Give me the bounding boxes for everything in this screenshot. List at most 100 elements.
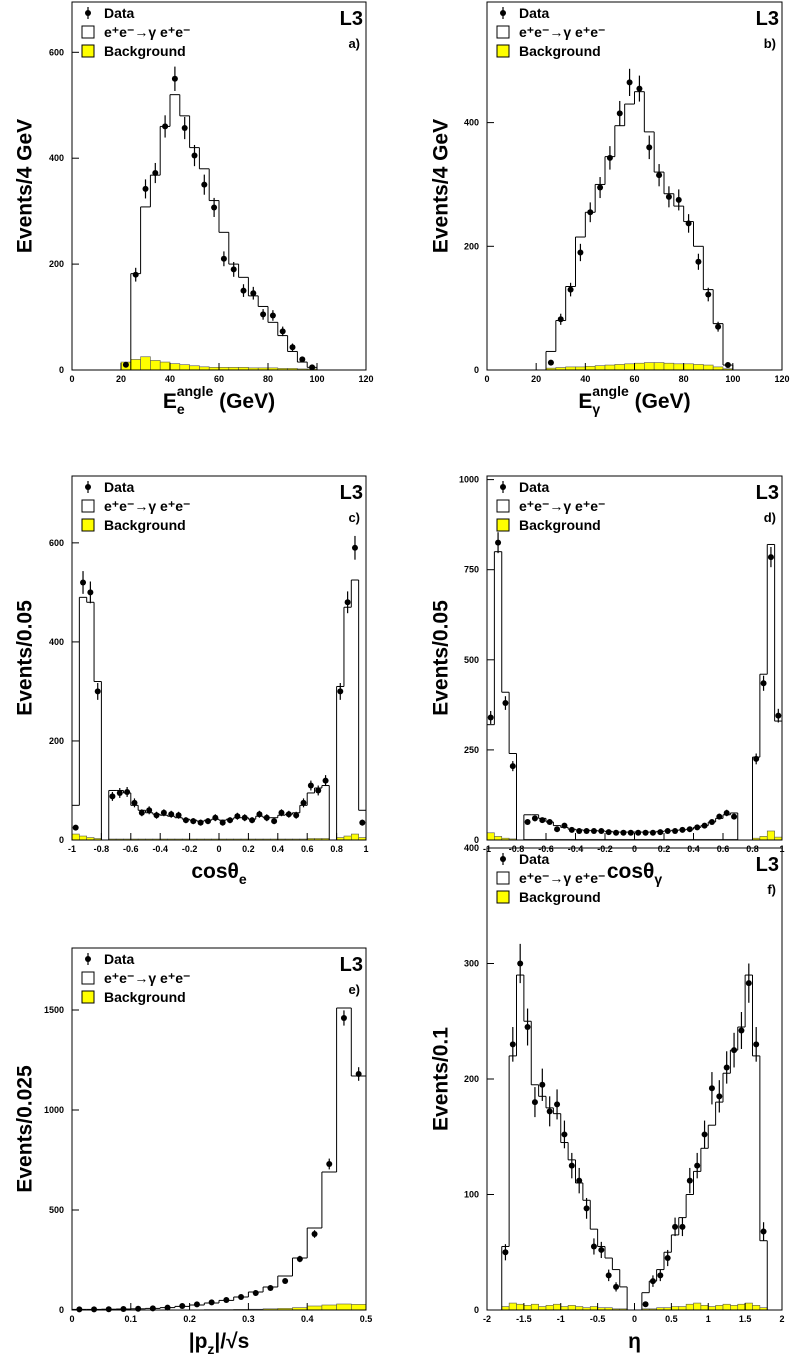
background-bar (150, 360, 161, 371)
y-tick-label: 200 (464, 1074, 479, 1084)
data-point (282, 1278, 289, 1284)
legend-label: Background (104, 989, 186, 1005)
background-bar (624, 363, 635, 371)
data-point (705, 291, 712, 298)
data-point (197, 819, 204, 826)
data-point (679, 1223, 686, 1230)
background-bar (715, 1305, 724, 1311)
data-point (502, 1249, 509, 1256)
data-point (708, 818, 715, 825)
y-axis-label: Events/0.025 (14, 1065, 37, 1193)
x-tick-label: 0.3 (242, 1314, 255, 1324)
data-point (715, 323, 722, 330)
experiment-label: L3 (756, 482, 779, 504)
data-point (191, 152, 198, 159)
data-point (279, 328, 286, 335)
data-point (635, 829, 642, 836)
data-point (193, 1301, 200, 1308)
background-bar (179, 364, 190, 371)
data-point (694, 824, 701, 831)
y-axis-label: Events/0.1 (430, 1027, 453, 1131)
background-bar (501, 1306, 510, 1311)
x-label-part: cosθ (191, 860, 239, 883)
data-point (152, 170, 159, 177)
data-point (576, 827, 583, 834)
data-point (597, 184, 604, 191)
background-bar (140, 356, 151, 371)
x-tick-label: 0.6 (717, 844, 730, 854)
data-point (646, 144, 653, 151)
data-point (212, 814, 219, 821)
x-tick-label: -0.8 (509, 844, 525, 854)
data-point (260, 311, 267, 318)
x-tick-label: -2 (483, 1314, 491, 1324)
x-label-part: γ (654, 871, 662, 887)
legend-label: Data (519, 5, 550, 21)
background-bar (752, 1305, 761, 1311)
y-tick-label: 1000 (44, 1105, 64, 1115)
data-point (716, 813, 723, 820)
data-point (613, 829, 620, 836)
data-point (675, 196, 682, 203)
legend-bg-swatch (496, 44, 510, 58)
data-point (775, 712, 782, 719)
data-point (539, 1081, 546, 1088)
legend-label: Data (519, 479, 550, 495)
data-point (701, 1131, 708, 1138)
background-bar (530, 1303, 539, 1311)
x-axis-label: |pz|/√s (189, 1330, 250, 1357)
panel: -1 -0.8 -0.6 -0.4 -0.2 0 0.2 0.4 0.6 0.8 1 0 200 400 6… (14, 475, 369, 887)
data-point (208, 1299, 215, 1306)
y-tick-label: 400 (464, 118, 479, 128)
legend-label: e⁺e⁻→γ e⁺e⁻ (519, 870, 605, 886)
background-bar (614, 364, 625, 371)
data-point (672, 1223, 679, 1230)
background-bar (560, 1306, 569, 1311)
x-tick-label: -0.4 (152, 844, 168, 854)
legend-data-marker (85, 484, 91, 490)
data-point (240, 287, 247, 294)
x-label-part: E (578, 390, 592, 413)
data-point (289, 344, 296, 351)
x-tick-label: 80 (679, 374, 689, 384)
data-point (524, 1024, 531, 1031)
data-point (256, 811, 263, 818)
background-bar (644, 362, 655, 371)
data-point (642, 829, 649, 836)
data-point (249, 817, 256, 824)
panel-label: f) (767, 882, 776, 897)
x-label-part: |/√s (214, 1330, 249, 1353)
y-tick-label: 600 (49, 538, 64, 548)
x-tick-label: -0.2 (182, 844, 198, 854)
background-bar (594, 365, 606, 371)
panel: -2 -1.5 -1 -0.5 0 0.5 1 1.5 2 0 100 200 300 400 Events… (430, 843, 785, 1353)
data-point (606, 154, 613, 161)
background-bar (671, 1306, 680, 1311)
background-bar (585, 365, 596, 371)
x-label-part: E (163, 390, 177, 413)
y-tick-label: 100 (464, 1190, 479, 1200)
data-point (598, 827, 605, 834)
background-bar (169, 363, 181, 371)
y-tick-label: 250 (464, 745, 479, 755)
data-point (190, 818, 197, 825)
x-tick-label: -1.5 (516, 1314, 532, 1324)
y-tick-label: 200 (464, 241, 479, 251)
data-point (583, 827, 590, 834)
background-bar (707, 1306, 716, 1311)
data-point (649, 1278, 656, 1285)
data-point (738, 1027, 745, 1034)
data-point (267, 1285, 274, 1291)
background-bar (79, 835, 87, 841)
data-point (664, 827, 671, 834)
y-tick-label: 0 (474, 365, 479, 375)
data-point (686, 826, 693, 833)
data-point (708, 1085, 715, 1092)
x-tick-label: -1 (68, 844, 76, 854)
legend-label: e⁺e⁻→γ e⁺e⁻ (104, 24, 190, 40)
x-tick-label: -0.6 (123, 844, 139, 854)
legend-label: e⁺e⁻→γ e⁺e⁻ (519, 24, 605, 40)
data-point (753, 755, 760, 762)
data-point (590, 1243, 597, 1250)
y-tick-label: 400 (49, 153, 64, 163)
